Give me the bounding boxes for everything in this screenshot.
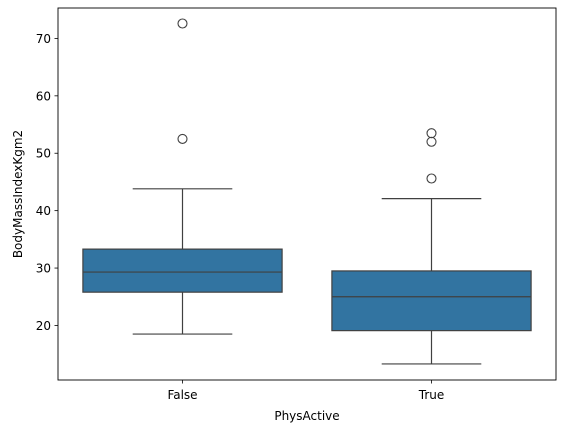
- box-group-true: [331, 128, 532, 365]
- y-tick-label: 70: [36, 32, 51, 46]
- box-group-false: [82, 18, 283, 335]
- outlier-point: [426, 128, 437, 139]
- y-tick-label: 20: [36, 319, 51, 333]
- y-tick-label: 50: [36, 147, 51, 161]
- plot-marks: [82, 18, 532, 365]
- x-axis-label: PhysActive: [274, 409, 339, 423]
- y-tick-label: 40: [36, 204, 51, 218]
- outlier-point: [426, 173, 437, 184]
- x-tick-label: False: [167, 388, 197, 402]
- iqr-box: [82, 248, 283, 293]
- y-axis-label: BodyMassIndexKgm2: [11, 130, 25, 258]
- iqr-box: [331, 270, 532, 332]
- y-tick-label: 30: [36, 262, 51, 276]
- outlier-point: [177, 133, 188, 144]
- plot-frame: [57, 7, 557, 381]
- outlier-point: [177, 18, 188, 29]
- x-axis: False True: [167, 380, 444, 402]
- outlier-point: [426, 136, 437, 147]
- y-axis: 20 30 40 50 60 70: [36, 32, 58, 333]
- x-tick-label: True: [418, 388, 445, 402]
- y-tick-label: 60: [36, 89, 51, 103]
